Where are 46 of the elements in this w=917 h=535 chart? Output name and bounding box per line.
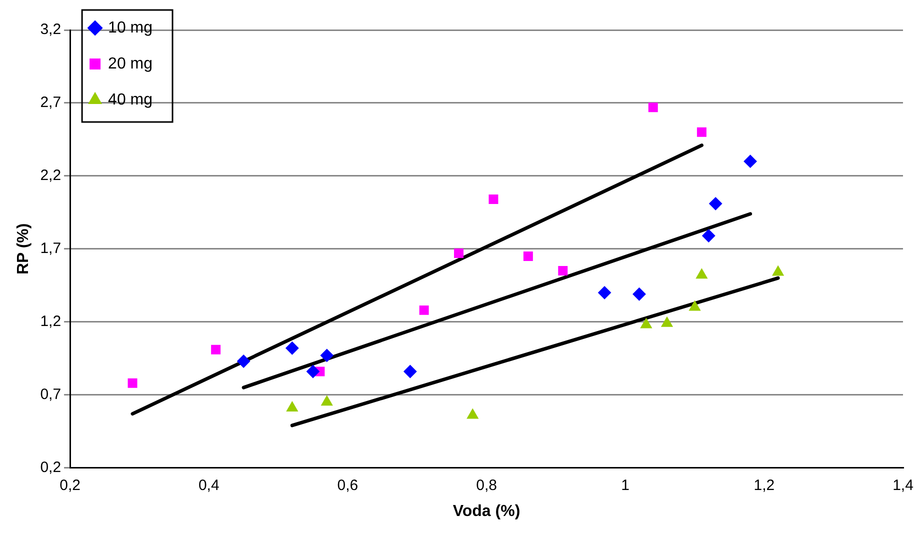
x-tick-label: 0,4: [198, 476, 220, 494]
point: [211, 344, 221, 354]
legend-label: 10 mg: [108, 19, 153, 36]
point: [702, 229, 716, 242]
point: [404, 364, 417, 378]
y-tick-label: 2,7: [40, 94, 62, 112]
point: [488, 194, 498, 204]
point: [772, 266, 784, 276]
point: [709, 197, 722, 210]
point: [306, 364, 320, 378]
point: [598, 286, 612, 300]
y-tick-label: 3,2: [40, 21, 62, 38]
legend-label: 40 mg: [108, 91, 153, 108]
y-tick-label: 1,2: [40, 313, 62, 330]
x-tick-label: 0,6: [337, 476, 358, 494]
point: [320, 348, 334, 362]
point: [128, 378, 138, 388]
x-tick-label: 0,8: [476, 476, 497, 494]
y-tick-label: 2,2: [40, 167, 62, 184]
x-tick-label: 1: [621, 476, 630, 494]
point: [632, 288, 646, 301]
y-tick-label: 1,7: [40, 240, 62, 258]
point: [648, 102, 658, 112]
point: [419, 305, 429, 315]
point: [321, 396, 333, 406]
x-tick-label: 1,2: [754, 476, 775, 494]
y-axis-title: RP (%): [15, 223, 32, 275]
point: [744, 154, 757, 168]
point: [454, 248, 464, 258]
point: [696, 127, 706, 137]
y-tick-label: 0,7: [40, 386, 62, 403]
point: [661, 316, 673, 327]
point: [237, 354, 250, 368]
point: [286, 401, 298, 412]
point: [558, 266, 568, 276]
point: [523, 251, 533, 261]
legend-label: 20 mg: [108, 55, 153, 72]
x-tick-label: 1,4: [892, 476, 914, 494]
point: [696, 268, 708, 279]
x-axis-title: Voda (%): [452, 502, 520, 520]
point: [689, 300, 700, 311]
point: [640, 318, 652, 328]
y-tick-label: 0,2: [40, 458, 62, 476]
x-tick-label: 0,2: [60, 476, 80, 494]
point: [286, 342, 299, 355]
point: [466, 408, 478, 419]
